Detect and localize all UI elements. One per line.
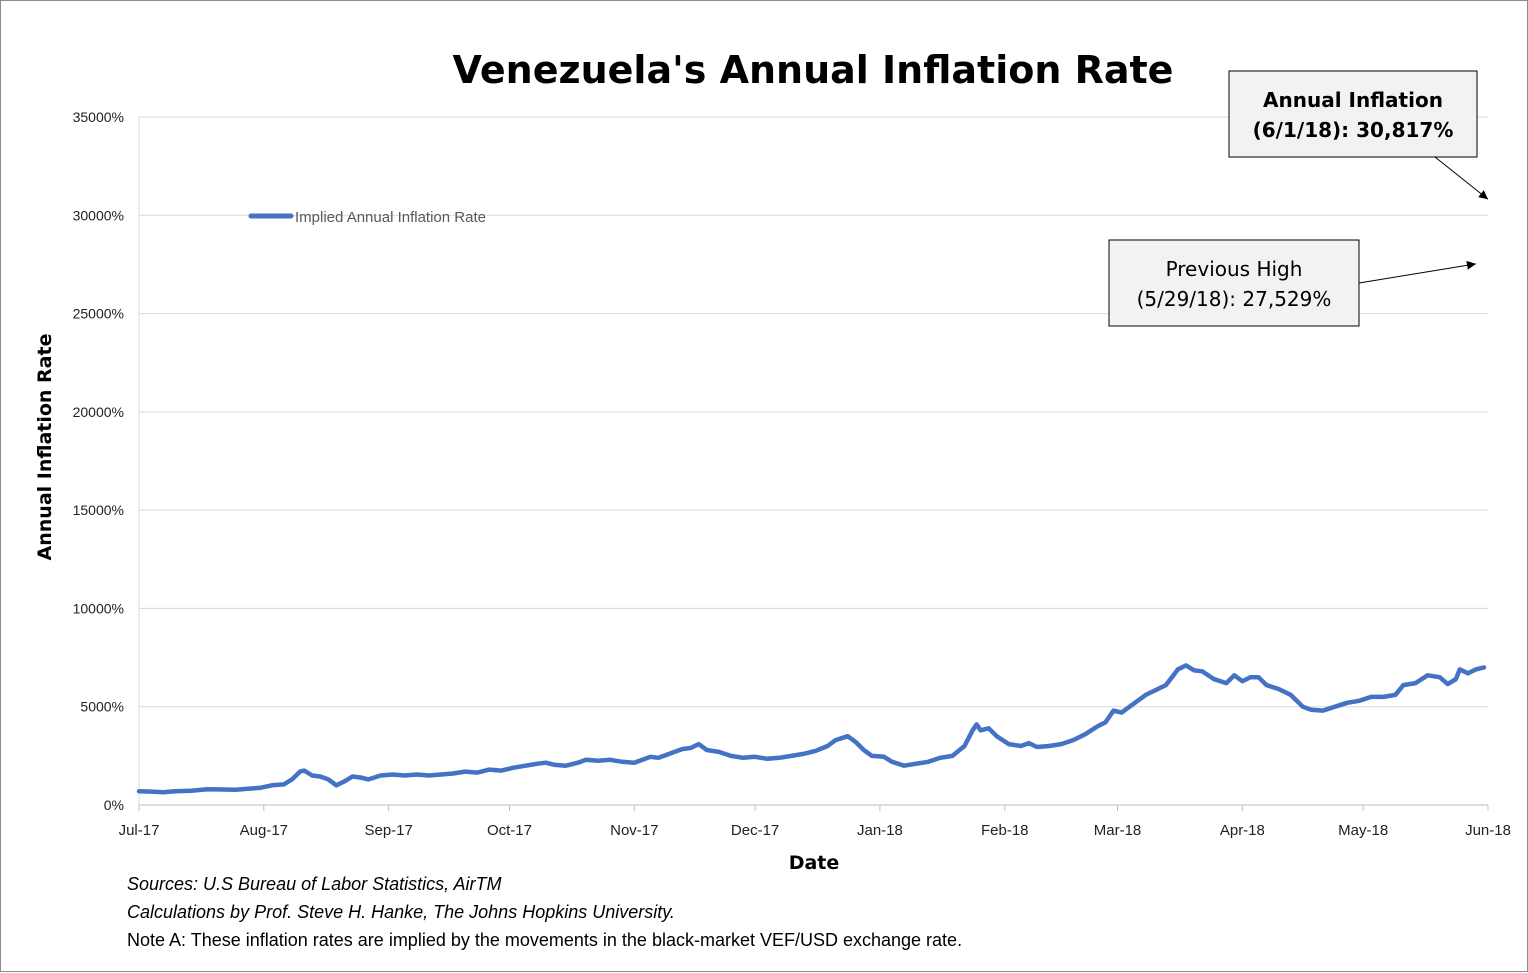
annotation-arrow xyxy=(1434,156,1489,200)
y-axis-ticks: 0% 5000% 10000% 15000% 20000% 25000% 30000% 350… xyxy=(73,109,124,813)
y-tick-label: 25000% xyxy=(73,306,124,322)
annotation-box xyxy=(1108,239,1360,327)
y-tick-label: 20000% xyxy=(73,404,124,420)
annotation-box xyxy=(1228,70,1478,158)
series-layer xyxy=(136,663,1487,795)
annotation-arrow xyxy=(1358,260,1477,284)
annotation-text: (6/1/18): 30,817% xyxy=(1253,118,1454,142)
y-tick-label: 30000% xyxy=(73,207,124,223)
x-tick-label: Sep-17 xyxy=(364,822,412,839)
x-tick-label: Oct-17 xyxy=(487,822,532,839)
y-tick-label: 5000% xyxy=(80,699,124,715)
x-tick-label: Dec-17 xyxy=(731,822,779,839)
x-tick-label: Feb-18 xyxy=(981,822,1029,839)
x-axis-label: Date xyxy=(789,852,840,874)
chart-title: Venezuela's Annual Inflation Rate xyxy=(453,48,1174,92)
y-tick-label: 0% xyxy=(104,797,124,813)
note-line: Note A: These inflation rates are implie… xyxy=(127,930,962,950)
x-tick-label: May-18 xyxy=(1338,822,1388,839)
legend-label: Implied Annual Inflation Rate xyxy=(295,209,486,226)
x-tick-label: Aug-17 xyxy=(240,822,288,839)
legend: Implied Annual Inflation Rate xyxy=(248,209,486,226)
sources-line: Sources: U.S Bureau of Labor Statistics,… xyxy=(127,874,501,894)
y-axis-label: Annual Inflation Rate xyxy=(34,334,56,561)
annotation-text: (5/29/18): 27,529% xyxy=(1137,287,1332,311)
x-tick-label: Apr-18 xyxy=(1220,822,1265,839)
x-tick-label: Jan-18 xyxy=(857,822,903,839)
x-tick-label: Jul-17 xyxy=(119,822,160,839)
x-tick-label: Jun-18 xyxy=(1465,822,1511,839)
y-tick-label: 35000% xyxy=(73,109,124,125)
x-tick-label: Mar-18 xyxy=(1094,822,1142,839)
x-axis: Jul-17 Aug-17 Sep-17 Oct-17 Nov-17 Dec-17 Jan-… xyxy=(119,117,1511,839)
y-tick-label: 10000% xyxy=(73,600,124,616)
calculations-line: Calculations by Prof. Steve H. Hanke, Th… xyxy=(127,902,675,922)
x-tick-label: Nov-17 xyxy=(610,822,658,839)
annotation-text: Previous High xyxy=(1166,257,1303,281)
y-tick-label: 15000% xyxy=(73,502,124,518)
series-line-0 xyxy=(136,663,1487,795)
annotation-text: Annual Inflation xyxy=(1263,88,1443,112)
annotations: Annual Inflation (6/1/18): 30,817% Previou… xyxy=(1108,70,1489,327)
gridlines xyxy=(139,116,1488,708)
